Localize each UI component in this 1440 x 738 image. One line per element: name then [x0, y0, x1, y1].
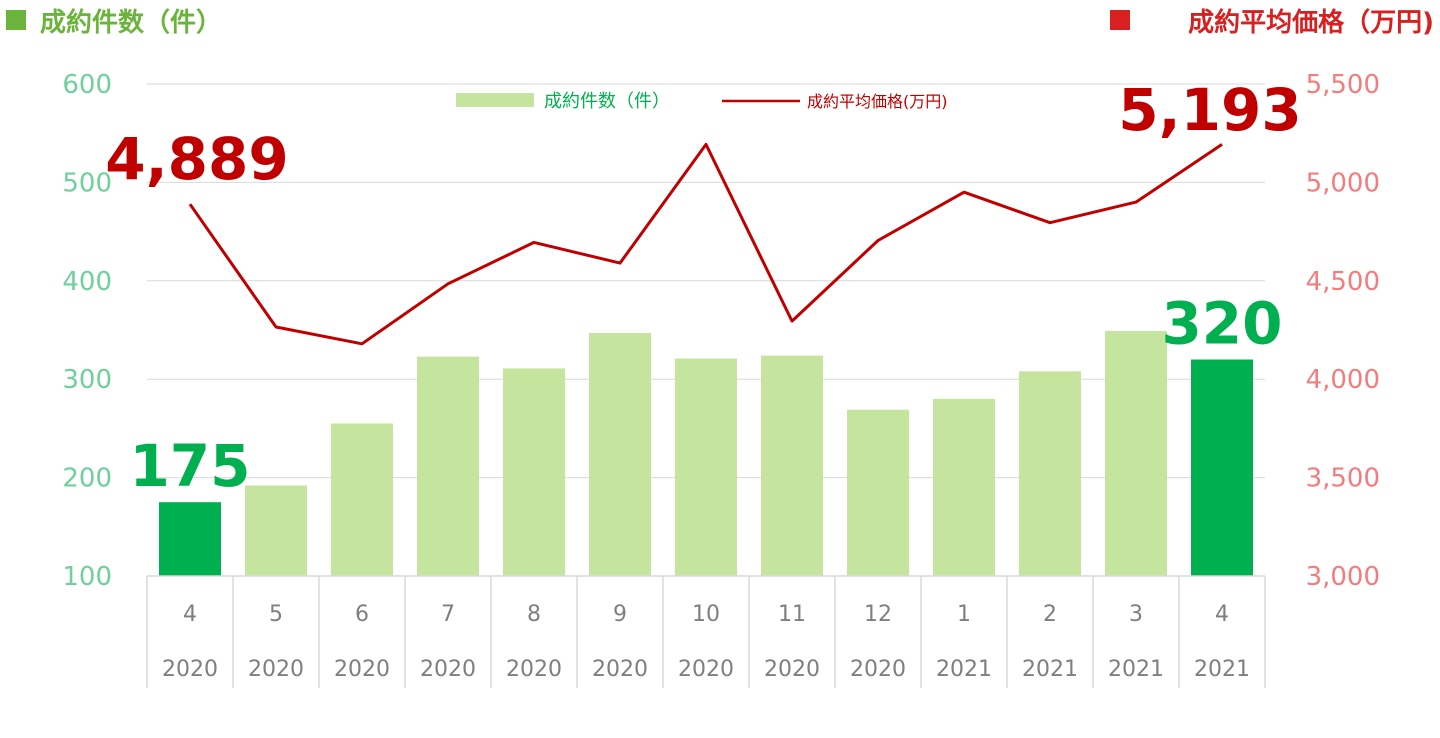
category-month-label: 6 [355, 602, 369, 627]
category-month-label: 12 [864, 602, 892, 627]
bar [933, 398, 995, 576]
category-month-label: 2 [1043, 602, 1057, 627]
bar [847, 409, 909, 576]
right-tick-label: 3,500 [1306, 464, 1380, 494]
category-month-label: 10 [692, 602, 720, 627]
bar [245, 485, 307, 576]
left-tick-label: 200 [62, 464, 112, 494]
bar [589, 332, 651, 576]
price-callout: 4,889 [105, 125, 288, 193]
price-line [188, 142, 1223, 346]
right-header: 成約平均価格（万円) [1110, 7, 1434, 38]
legend-line-label: 成約平均価格(万円) [807, 92, 948, 111]
category-month-label: 3 [1129, 602, 1143, 627]
right-header-title: 成約平均価格（万円) [1188, 7, 1434, 38]
right-axis: 3,000 3,500 4,000 4,500 5,000 5,500 [1306, 70, 1380, 592]
category-year-label: 2021 [936, 657, 992, 682]
category-year-label: 2020 [334, 657, 390, 682]
category-month-label: 4 [1215, 602, 1229, 627]
right-tick-label: 3,000 [1306, 562, 1380, 592]
legend-bar-label: 成約件数（件） [544, 91, 670, 112]
right-tick-label: 4,500 [1306, 267, 1380, 297]
category-year-label: 2021 [1022, 657, 1078, 682]
category-month-label: 8 [527, 602, 541, 627]
left-tick-label: 100 [62, 562, 112, 592]
bar [159, 502, 221, 576]
bar [1019, 371, 1081, 576]
bar [761, 355, 823, 576]
category-year-label: 2020 [506, 657, 562, 682]
left-tick-label: 400 [62, 267, 112, 297]
left-header-title: 成約件数（件） [40, 7, 222, 38]
category-month-label: 7 [441, 602, 455, 627]
category-year-label: 2020 [162, 657, 218, 682]
left-tick-label: 500 [62, 168, 112, 198]
left-header-square-icon [6, 10, 26, 30]
count-callout: 320 [1161, 290, 1282, 358]
category-year-label: 2021 [1194, 657, 1250, 682]
bar [331, 423, 393, 576]
category-year-label: 2020 [764, 657, 820, 682]
right-tick-label: 5,500 [1306, 70, 1380, 100]
category-year-label: 2020 [678, 657, 734, 682]
category-year-label: 2020 [248, 657, 304, 682]
category-month-label: 5 [269, 602, 283, 627]
bar [503, 368, 565, 576]
category-month-label: 9 [613, 602, 627, 627]
category-axis: 4 2020 5 2020 6 2020 7 2020 8 2020 9 2020 10 2020 11 20… [146, 575, 1266, 688]
right-header-square-icon [1110, 10, 1130, 30]
left-tick-label: 300 [62, 365, 112, 395]
callouts: 4,889 5,193 175 320 [105, 76, 1301, 500]
bar [417, 356, 479, 576]
count-callout: 175 [129, 432, 250, 500]
category-month-label: 4 [183, 602, 197, 627]
category-month-label: 11 [778, 602, 806, 627]
left-header: 成約件数（件） [6, 7, 222, 38]
category-year-label: 2021 [1108, 657, 1164, 682]
right-tick-label: 5,000 [1306, 168, 1380, 198]
right-tick-label: 4,000 [1306, 365, 1380, 395]
left-axis: 100 200 300 400 500 600 [62, 70, 112, 592]
bar [1105, 330, 1167, 576]
legend: 成約件数（件） 成約平均価格(万円) [456, 91, 948, 112]
category-year-label: 2020 [592, 657, 648, 682]
category-month-label: 1 [957, 602, 971, 627]
category-year-label: 2020 [850, 657, 906, 682]
line-series [188, 142, 1223, 346]
left-tick-label: 600 [62, 70, 112, 100]
bar [675, 358, 737, 576]
legend-bar-swatch [456, 93, 534, 107]
category-year-label: 2020 [420, 657, 476, 682]
bar [1191, 359, 1253, 576]
price-callout: 5,193 [1118, 76, 1301, 144]
bar-series [159, 330, 1253, 576]
